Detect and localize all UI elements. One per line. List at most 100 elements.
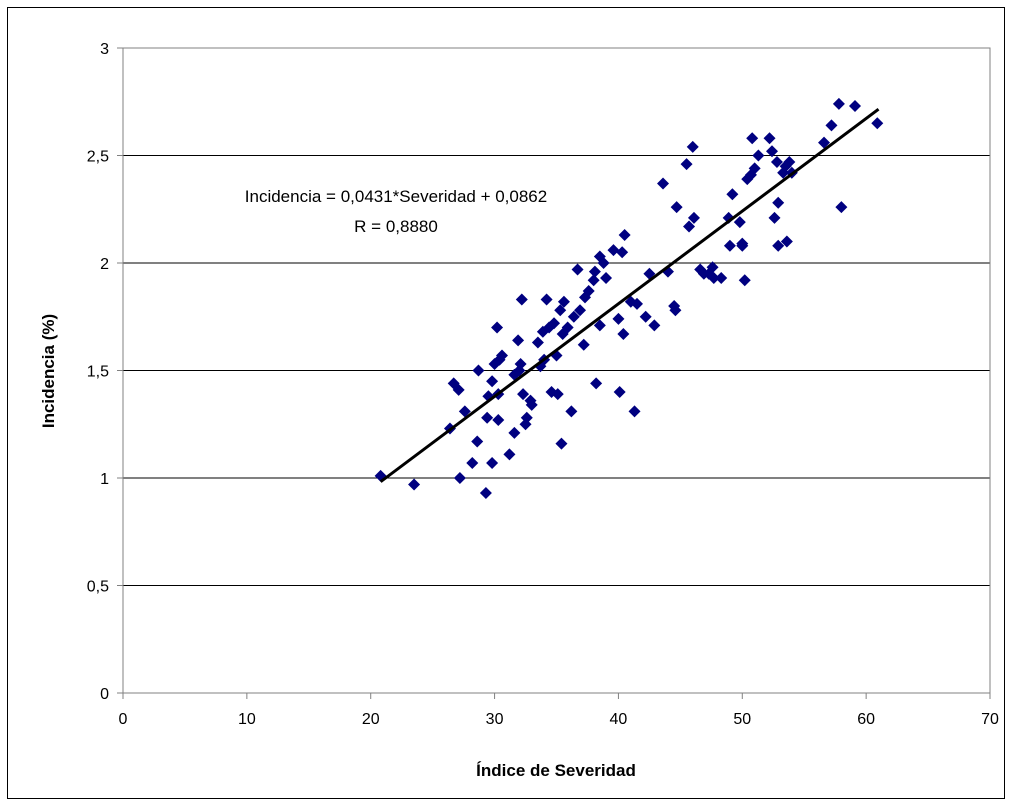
y-tick-label: 2,5 — [87, 149, 109, 166]
data-point — [551, 388, 564, 401]
regression-equation: Incidencia = 0,0431*Severidad + 0,0862 — [245, 187, 547, 206]
data-point — [766, 145, 779, 158]
data-point — [768, 211, 781, 224]
data-point — [763, 132, 776, 145]
data-point — [577, 338, 590, 351]
data-point — [639, 310, 652, 323]
data-point — [752, 149, 765, 162]
data-point — [818, 136, 831, 149]
data-point — [707, 272, 720, 285]
data-point — [669, 304, 682, 317]
data-point — [479, 487, 492, 500]
data-point — [780, 235, 793, 248]
data-point — [565, 405, 578, 418]
data-point — [715, 272, 728, 285]
data-point — [748, 162, 761, 175]
data-point — [738, 274, 751, 287]
x-tick-label: 20 — [362, 711, 380, 728]
data-point — [871, 117, 884, 130]
data-point — [486, 456, 499, 469]
data-point — [531, 336, 544, 349]
data-point — [746, 132, 759, 145]
data-point — [496, 349, 509, 362]
data-point — [770, 155, 783, 168]
data-point — [466, 456, 479, 469]
data-point — [683, 220, 696, 233]
data-point — [848, 100, 861, 113]
data-point — [736, 239, 749, 252]
x-tick-label: 60 — [857, 711, 875, 728]
data-point — [600, 272, 613, 285]
x-tick-label: 10 — [238, 711, 256, 728]
gridlines — [123, 155, 990, 586]
data-point — [582, 284, 595, 297]
data-point — [706, 261, 719, 274]
data-point — [825, 119, 838, 132]
data-point — [618, 229, 631, 242]
y-tick-label: 3 — [100, 41, 109, 58]
data-point — [612, 312, 625, 325]
data-point — [503, 448, 516, 461]
data-point — [574, 304, 587, 317]
data-point — [670, 201, 683, 214]
data-point — [733, 216, 746, 229]
correlation-value: R = 0,8880 — [354, 217, 438, 236]
data-point — [540, 293, 553, 306]
data-point — [554, 304, 567, 317]
data-point — [613, 386, 626, 398]
data-point — [593, 319, 606, 332]
data-point — [517, 388, 530, 401]
data-point — [616, 246, 629, 259]
y-tick-label: 0 — [100, 686, 109, 703]
data-point — [492, 413, 505, 426]
x-axis-title: Índice de Severidad — [476, 761, 636, 780]
data-point — [515, 293, 528, 306]
data-point — [587, 274, 600, 287]
data-point — [452, 383, 465, 396]
y-tick-label: 1,5 — [87, 364, 109, 381]
data-point — [567, 310, 580, 323]
data-point — [555, 437, 568, 450]
data-point — [453, 472, 466, 484]
data-point — [590, 377, 603, 390]
data-point — [508, 426, 521, 439]
data-point — [525, 398, 538, 411]
data-point — [512, 334, 525, 347]
data-point — [723, 239, 736, 252]
y-tick-label: 2 — [100, 256, 109, 273]
data-point — [472, 364, 485, 377]
data-point — [648, 319, 661, 332]
data-point — [458, 405, 471, 418]
x-axis: 0 10 20 30 40 50 60 70 — [119, 693, 999, 728]
x-tick-label: 0 — [119, 711, 128, 728]
data-point — [687, 211, 700, 224]
y-axis-title: Incidencia (%) — [39, 314, 58, 428]
data-point — [835, 201, 848, 214]
data-point — [597, 257, 610, 269]
data-point — [726, 188, 739, 201]
x-tick-label: 70 — [981, 711, 999, 728]
data-point — [686, 140, 699, 153]
data-point — [772, 196, 785, 209]
data-point — [557, 295, 570, 308]
data-point — [571, 263, 584, 276]
data-point — [617, 327, 630, 340]
trendline — [379, 108, 880, 483]
y-tick-label: 1 — [100, 471, 109, 488]
data-point — [657, 177, 670, 190]
x-tick-label: 50 — [733, 711, 751, 728]
data-point — [561, 321, 574, 334]
data-point — [471, 435, 484, 448]
data-point — [607, 244, 620, 257]
data-points — [374, 97, 884, 500]
data-point — [548, 317, 561, 330]
data-point — [680, 158, 693, 171]
data-point — [631, 297, 644, 310]
data-point — [588, 265, 601, 278]
data-point — [832, 97, 845, 110]
x-tick-label: 30 — [486, 711, 504, 728]
data-point — [628, 405, 641, 418]
data-point — [408, 478, 421, 491]
y-tick-label: 0,5 — [87, 579, 109, 596]
